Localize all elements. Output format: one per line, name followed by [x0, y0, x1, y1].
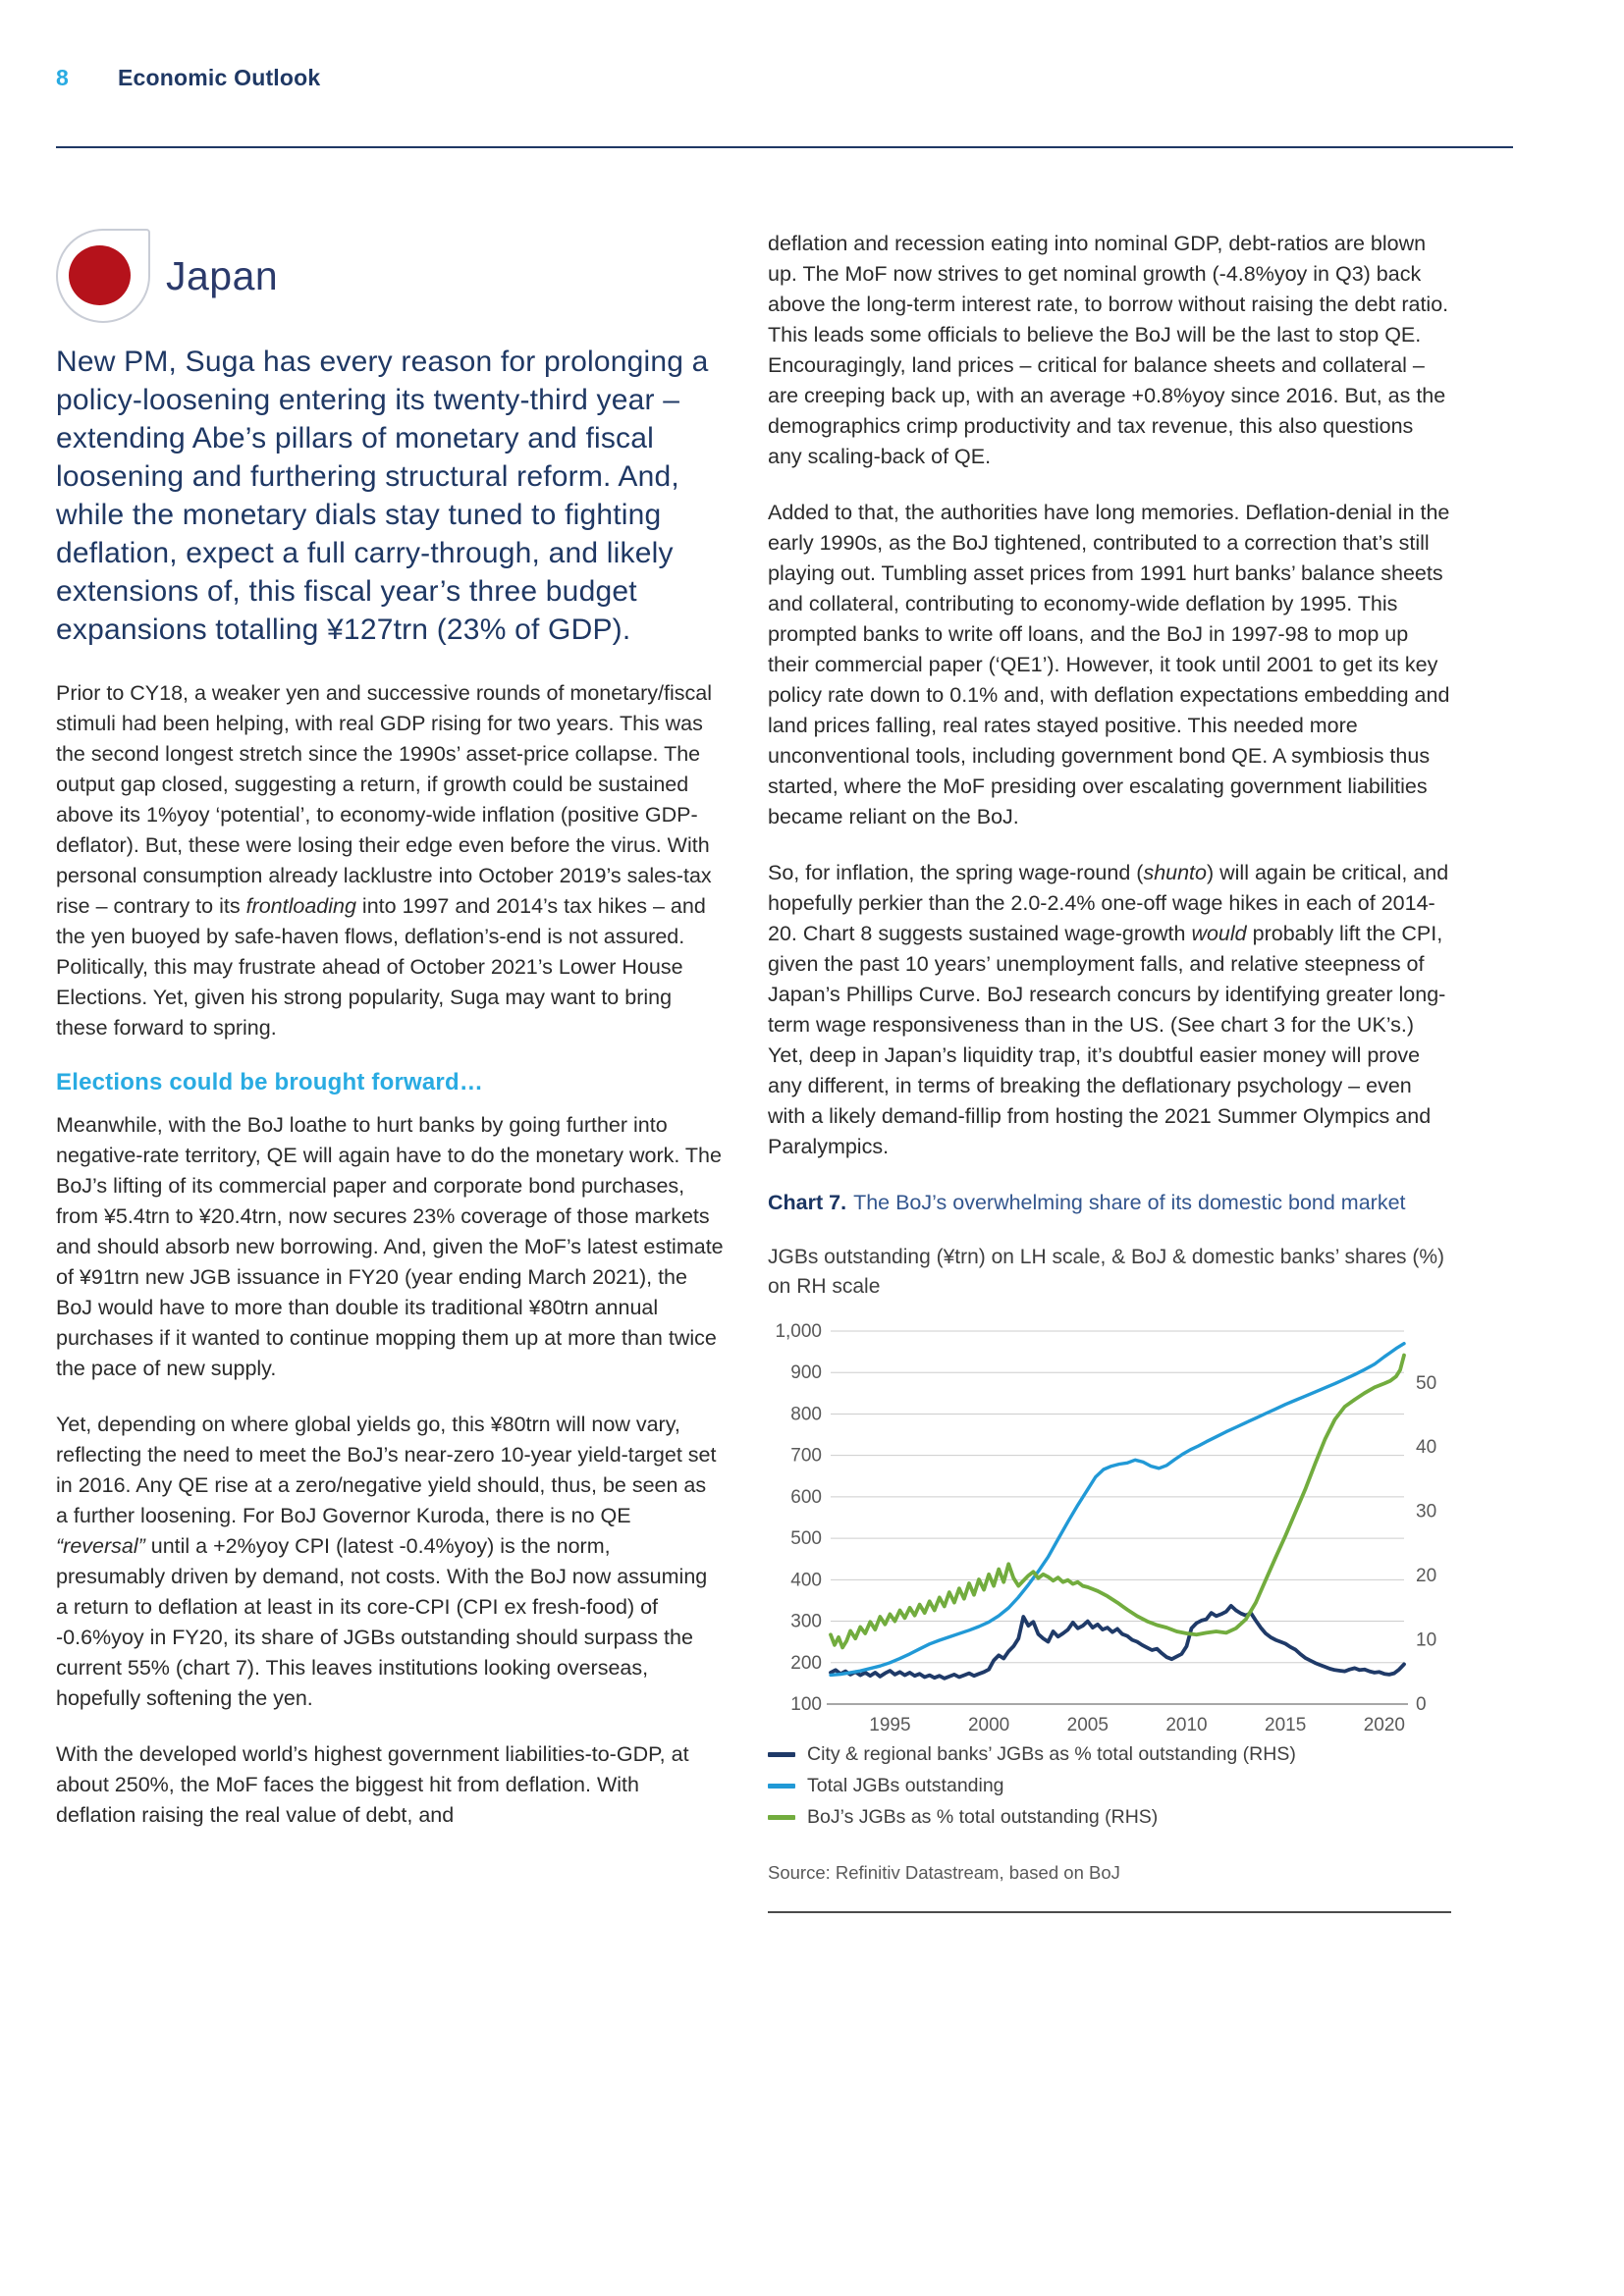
svg-text:10: 10	[1416, 1630, 1436, 1651]
text-segment: ) will again be critical, and hopefully …	[768, 861, 1449, 945]
chart-legend: City & regional banks’ JGBs as % total o…	[768, 1743, 1451, 1829]
series-line	[829, 1353, 1406, 1650]
svg-text:40: 40	[1416, 1437, 1436, 1458]
svg-text:700: 700	[790, 1446, 822, 1467]
legend-color-chip	[768, 1752, 795, 1757]
chart-number-label: Chart 7.	[768, 1191, 847, 1214]
column-bottom-rule	[768, 1911, 1451, 1913]
svg-text:1,000: 1,000	[775, 1321, 822, 1342]
two-column-layout: Japan New PM, Suga has every reason for …	[56, 229, 1513, 1913]
japan-flag-red-circle-icon	[69, 245, 131, 305]
legend-label: BoJ’s JGBs as % total outstanding (RHS)	[807, 1806, 1159, 1828]
text-segment: Meanwhile, with the BoJ loathe to hurt b…	[56, 1113, 724, 1380]
text-segment: Prior to CY18, a weaker yen and successi…	[56, 681, 713, 918]
text-segment: Yet, depending on where global yields go…	[56, 1413, 717, 1527]
legend-label: Total JGBs outstanding	[807, 1775, 1004, 1796]
body-paragraph: Yet, depending on where global yields go…	[56, 1410, 724, 1714]
chart-7: 100 200 300 400 500 600 700 800 900 1,000 0 10 20 30 4…	[768, 1319, 1451, 1739]
svg-text:2010: 2010	[1165, 1715, 1207, 1735]
svg-text:300: 300	[790, 1612, 822, 1632]
chart-canvas: 100 200 300 400 500 600 700 800 900 1,000 0 10 20 30 4…	[775, 1321, 1436, 1735]
svg-text:2015: 2015	[1265, 1715, 1306, 1735]
japan-flag-icon	[56, 229, 150, 323]
page-number: 8	[56, 65, 69, 90]
legend-color-chip	[768, 1815, 795, 1820]
italic-text: shunto	[1143, 861, 1207, 884]
svg-text:400: 400	[790, 1570, 822, 1590]
chart-subtitle: JGBs outstanding (¥trn) on LH scale, & B…	[768, 1246, 1445, 1298]
italic-text: “reversal”	[56, 1534, 145, 1558]
svg-text:600: 600	[790, 1487, 822, 1508]
text-segment: deflation and recession eating into nomi…	[768, 232, 1449, 468]
page-header: 8 Economic Outlook	[56, 65, 1513, 91]
svg-text:100: 100	[790, 1694, 822, 1715]
svg-text:900: 900	[790, 1362, 822, 1383]
italic-text: frontloading	[245, 894, 356, 918]
svg-text:500: 500	[790, 1528, 822, 1549]
svg-text:30: 30	[1416, 1502, 1436, 1522]
legend-item: Total JGBs outstanding	[768, 1775, 1451, 1797]
series-line	[829, 1603, 1406, 1681]
section-title: Economic Outlook	[118, 65, 321, 90]
svg-text:2020: 2020	[1364, 1715, 1405, 1735]
header-rule	[56, 146, 1513, 148]
svg-text:1995: 1995	[869, 1715, 910, 1735]
text-segment: Added to that, the authorities have long…	[768, 501, 1450, 828]
country-title-row: Japan	[56, 229, 724, 323]
body-paragraph: With the developed world’s highest gover…	[56, 1739, 724, 1831]
svg-text:200: 200	[790, 1653, 822, 1674]
text-segment: probably lift the CPI, given the past 10…	[768, 922, 1446, 1158]
text-segment: into 1997 and 2014’s tax hikes – and the…	[56, 894, 706, 1040]
svg-text:0: 0	[1416, 1694, 1427, 1715]
svg-text:20: 20	[1416, 1566, 1436, 1586]
body-paragraph: Prior to CY18, a weaker yen and successi…	[56, 678, 724, 1043]
page-title: Japan	[166, 252, 279, 298]
body-paragraph: Added to that, the authorities have long…	[768, 498, 1451, 832]
series-line	[829, 1342, 1406, 1678]
legend-color-chip	[768, 1784, 795, 1789]
svg-text:2000: 2000	[968, 1715, 1009, 1735]
body-paragraph: deflation and recession eating into nomi…	[768, 229, 1451, 472]
chart-source: Source: Refinitiv Datastream, based on B…	[768, 1862, 1120, 1883]
lede-paragraph: New PM, Suga has every reason for prolon…	[56, 346, 709, 646]
svg-text:2005: 2005	[1067, 1715, 1109, 1735]
text-segment: With the developed world’s highest gover…	[56, 1742, 689, 1827]
svg-text:800: 800	[790, 1404, 822, 1424]
report-page: 8 Economic Outlook Japan New PM, Suga ha…	[56, 65, 1513, 1913]
chart-title: The BoJ’s overwhelming share of its dome…	[853, 1191, 1406, 1214]
right-column: deflation and recession eating into nomi…	[768, 229, 1451, 1913]
body-paragraph: So, for inflation, the spring wage-round…	[768, 858, 1451, 1162]
italic-text: would	[1191, 922, 1247, 945]
legend-label: City & regional banks’ JGBs as % total o…	[807, 1743, 1296, 1765]
left-column: Japan New PM, Suga has every reason for …	[56, 229, 724, 1913]
legend-item: BoJ’s JGBs as % total outstanding (RHS)	[768, 1806, 1451, 1829]
text-segment: until a +2%yoy CPI (latest -0.4%yoy) is …	[56, 1534, 708, 1710]
body-paragraph: Meanwhile, with the BoJ loathe to hurt b…	[56, 1110, 724, 1384]
text-segment: So, for inflation, the spring wage-round…	[768, 861, 1144, 884]
subheading: Elections could be brought forward…	[56, 1069, 484, 1095]
svg-text:50: 50	[1416, 1373, 1436, 1394]
legend-item: City & regional banks’ JGBs as % total o…	[768, 1743, 1451, 1766]
chart-heading: Chart 7. The BoJ’s overwhelming share of …	[768, 1188, 1451, 1217]
